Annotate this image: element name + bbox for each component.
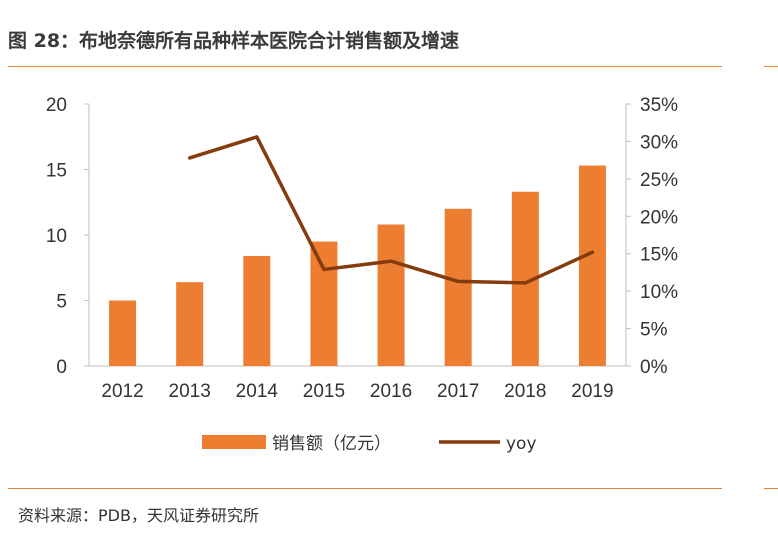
legend-line-label: yoy	[506, 434, 537, 454]
bar	[444, 208, 472, 366]
bar	[176, 282, 204, 366]
right-tick-label: 25%	[640, 170, 678, 191]
bar	[310, 241, 338, 366]
chart-canvas: 0 5 10 15 20 0% 5% 10% 15% 20% 25% 30% 35% 2012 2013 20…	[46, 95, 678, 454]
footer-divider	[8, 488, 722, 489]
x-tick-label: 2014	[236, 381, 279, 402]
x-tick-label: 2016	[370, 381, 412, 402]
x-tick-label: 2015	[303, 381, 345, 402]
footer-divider-stub	[764, 488, 778, 489]
right-tick-label: 30%	[640, 132, 678, 153]
x-tick-label: 2019	[571, 381, 613, 402]
left-tick-label: 15	[46, 161, 67, 182]
x-tick-label: 2013	[169, 381, 211, 402]
source-note: 资料来源：PDB，天风证券研究所	[18, 506, 259, 525]
header-divider	[8, 66, 722, 67]
right-tick-label: 35%	[640, 95, 678, 116]
right-tick-label: 15%	[640, 245, 678, 266]
right-tick-label: 10%	[640, 282, 678, 303]
header-divider-stub	[764, 66, 778, 67]
left-tick-label: 20	[46, 95, 67, 116]
bar	[578, 165, 606, 366]
chart-title: 图 28：布地奈德所有品种样本医院合计销售额及增速	[8, 30, 460, 52]
legend-bar-label: 销售额（亿元）	[272, 434, 391, 454]
left-tick-label: 5	[56, 292, 67, 313]
bar	[109, 300, 137, 366]
legend-bar-swatch	[202, 435, 266, 449]
x-tick-label: 2012	[101, 381, 143, 402]
left-tick-label: 0	[56, 357, 67, 378]
left-tick-label: 10	[46, 226, 67, 247]
right-tick-label: 20%	[640, 207, 678, 228]
bar	[377, 224, 405, 366]
x-tick-label: 2018	[504, 381, 546, 402]
x-tick-label: 2017	[437, 381, 479, 402]
yoy-line	[187, 135, 595, 285]
right-tick-label: 5%	[640, 320, 668, 341]
bar	[243, 255, 271, 366]
right-tick-label: 0%	[640, 357, 668, 378]
